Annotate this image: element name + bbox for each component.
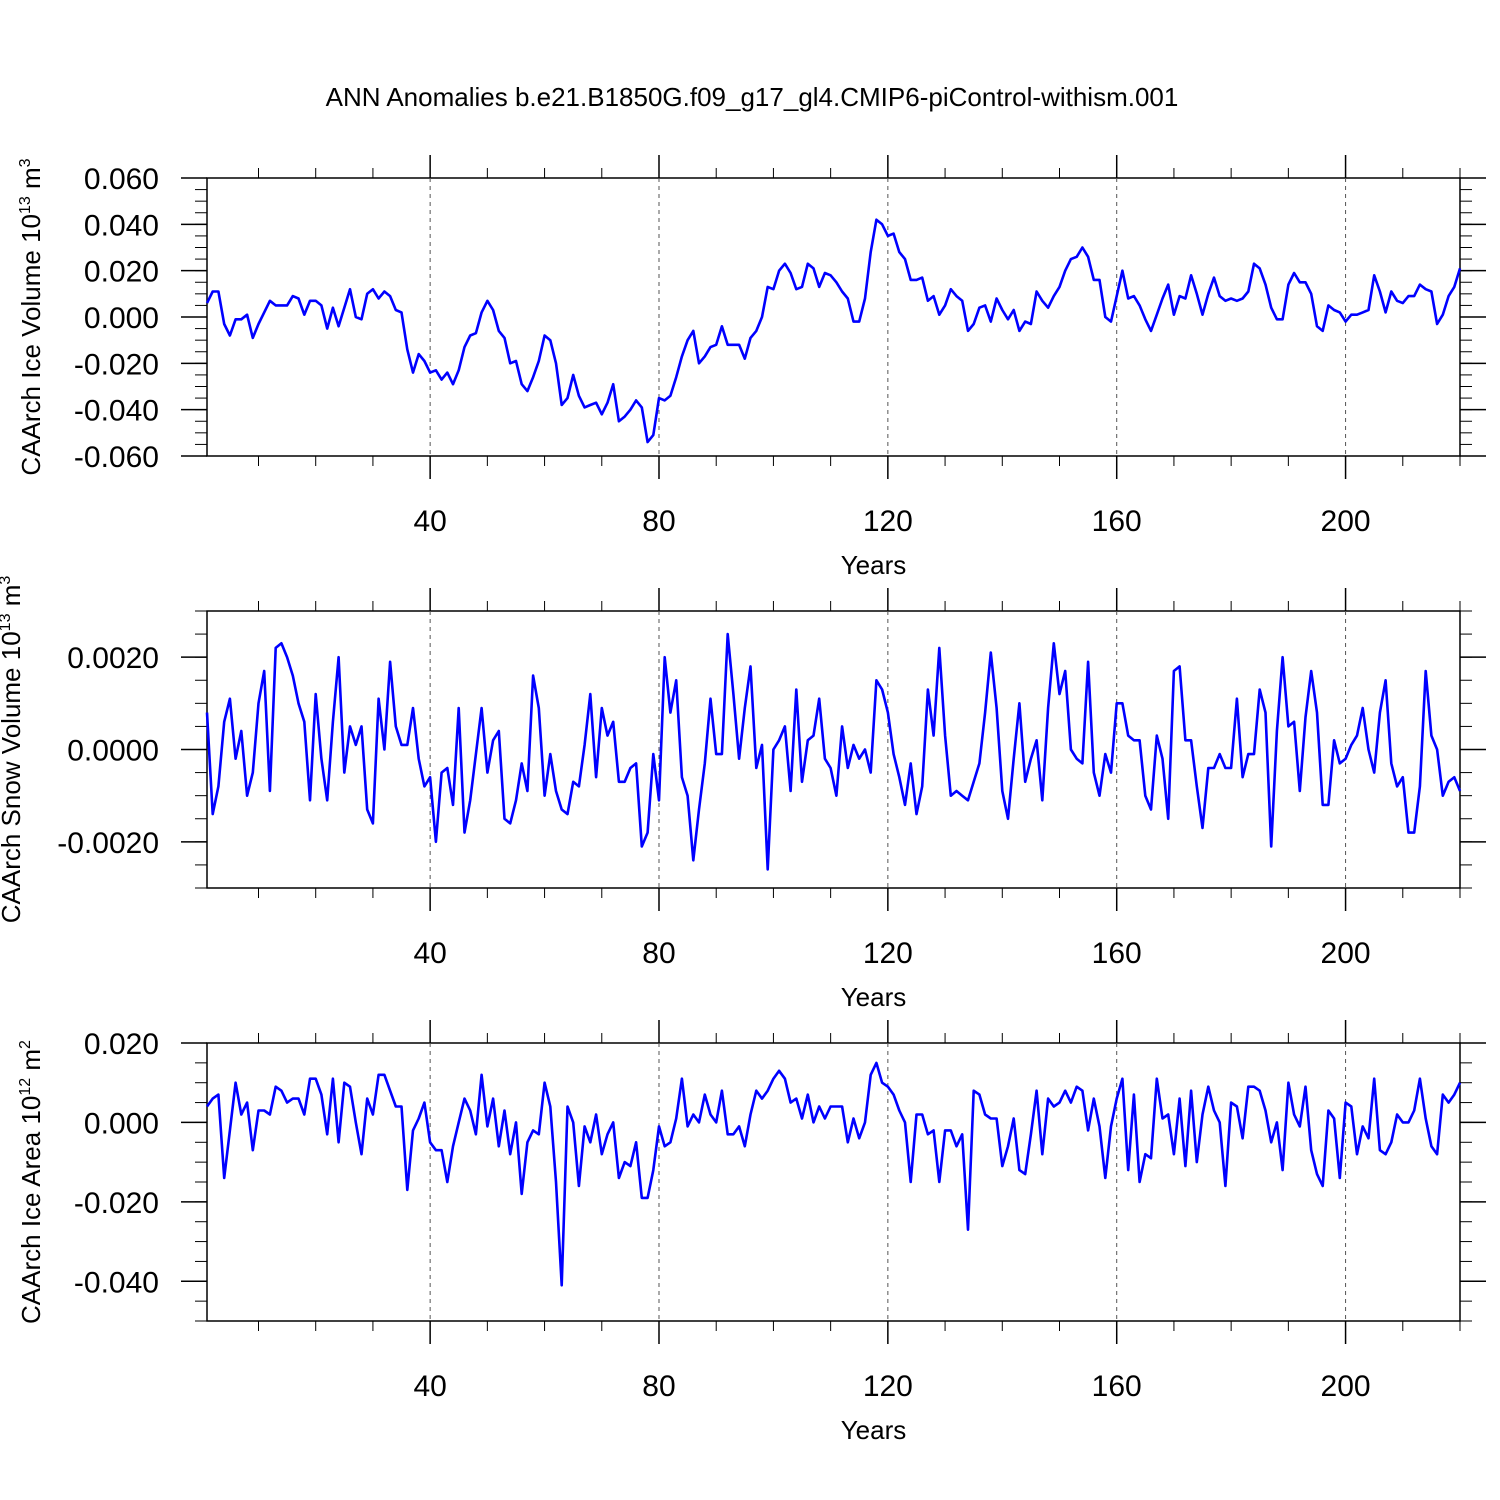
x-axis-title: Years — [841, 982, 907, 1012]
series-line-ice-area — [205, 1061, 1462, 1287]
x-tick-label: 120 — [863, 505, 913, 538]
main-title: ANN Anomalies b.e21.B1850G.f09_g17_gl4.C… — [326, 82, 1179, 112]
y-tick-label: 0.000 — [84, 302, 159, 335]
x-tick-label: 80 — [642, 1370, 675, 1403]
y-tick-label: -0.060 — [74, 441, 159, 474]
y-tick-label: 0.000 — [84, 1107, 159, 1140]
y-tick-label: -0.040 — [74, 1266, 159, 1299]
x-tick-label: 80 — [642, 505, 675, 538]
panel-ice-volume: 40 80 120 160 200 0.060 0.040 0.020 0.000 -0.020 -… — [16, 155, 1486, 580]
y-tick-label: -0.040 — [74, 395, 159, 428]
x-tick-label: 120 — [863, 1370, 913, 1403]
y-axis-title: CAArch Ice Area 1012 m2 — [16, 1040, 46, 1324]
y-tick-label: 0.020 — [84, 256, 159, 289]
y-axis-title: CAArch Snow Volume 1013 m3 — [0, 576, 26, 924]
x-tick-label: 40 — [413, 937, 446, 970]
x-axis-title: Years — [841, 1415, 907, 1445]
x-tick-label: 200 — [1321, 1370, 1371, 1403]
x-axis-title: Years — [841, 550, 907, 580]
y-tick-label: -0.020 — [74, 348, 159, 381]
series-line-snow-volume — [205, 632, 1462, 871]
y-tick-label: 0.0020 — [67, 642, 159, 675]
y-tick-label: -0.020 — [74, 1187, 159, 1220]
y-tick-label: -0.0020 — [57, 827, 159, 860]
x-tick-label: 160 — [1092, 937, 1142, 970]
plot-frame — [206, 1042, 1461, 1322]
y-tick-label: 0.060 — [84, 163, 159, 196]
panel-ice-area: 40 80 120 160 200 0.020 0.000 -0.020 -0.040 Years… — [16, 1020, 1486, 1445]
x-tick-label: 160 — [1092, 1370, 1142, 1403]
x-tick-label: 40 — [413, 1370, 446, 1403]
x-tick-label: 40 — [413, 505, 446, 538]
x-tick-label: 200 — [1321, 505, 1371, 538]
y-axis-title: CAArch Ice Volume 1013 m3 — [16, 158, 46, 475]
panel-snow-volume: 40 80 120 160 200 0.0020 0.0000 -0.0020 Years CAA… — [0, 576, 1486, 1012]
x-tick-label: 120 — [863, 937, 913, 970]
y-tick-label: 0.040 — [84, 209, 159, 242]
y-tick-label: 0.0000 — [67, 735, 159, 768]
x-tick-label: 80 — [642, 937, 675, 970]
x-tick-label: 160 — [1092, 505, 1142, 538]
panels: 40 80 120 160 200 0.060 0.040 0.020 0.000 -0.020 -… — [0, 155, 1486, 1445]
y-tick-label: 0.020 — [84, 1028, 159, 1061]
plot-frame — [206, 177, 1461, 457]
x-tick-label: 200 — [1321, 937, 1371, 970]
series-line-ice-volume — [205, 218, 1462, 444]
